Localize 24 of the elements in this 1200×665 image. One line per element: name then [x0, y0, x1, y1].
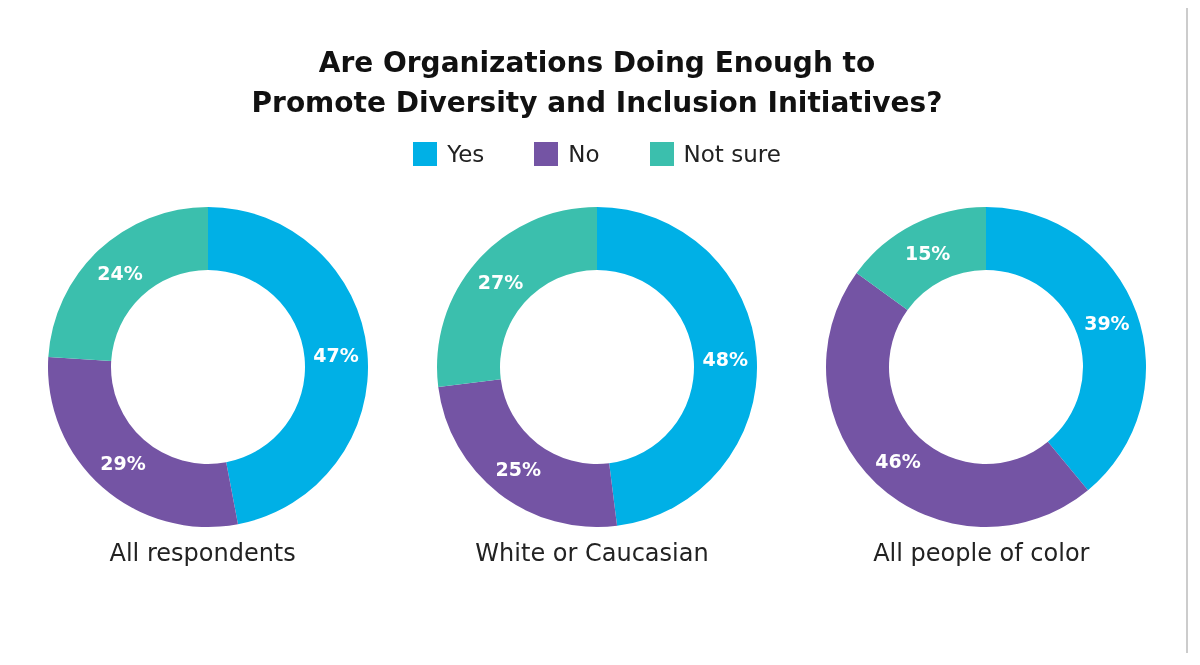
- donut-slice: [436, 207, 597, 388]
- text: All people of color: [873, 539, 1090, 567]
- data-label: 46%: [875, 449, 922, 472]
- donut-slice: [856, 207, 987, 310]
- legend-label: Yes: [447, 141, 485, 167]
- data-label: 39%: [1084, 312, 1130, 335]
- data-label: 47%: [312, 343, 359, 366]
- legend-label: Not sure: [683, 141, 781, 167]
- text: All respondents: [109, 539, 296, 567]
- text: White or Caucasian: [475, 539, 709, 567]
- data-label: 15%: [905, 241, 951, 264]
- donut-slice: [438, 379, 618, 527]
- donut-slice: [596, 207, 757, 526]
- donut-slice: [207, 207, 368, 525]
- data-label: 24%: [96, 262, 143, 285]
- data-label: 25%: [495, 457, 541, 480]
- data-label: 48%: [702, 347, 748, 370]
- data-label: 27%: [477, 271, 524, 294]
- donut-slice: [47, 207, 208, 361]
- legend-label: No: [568, 141, 600, 167]
- donut-slice: [986, 207, 1147, 491]
- data-label: 29%: [99, 452, 146, 475]
- chart-title: Are Organizations Doing Enough to Promote Diversity and Inclusion Initiatives?: [250, 45, 944, 121]
- donut-slice: [47, 356, 238, 527]
